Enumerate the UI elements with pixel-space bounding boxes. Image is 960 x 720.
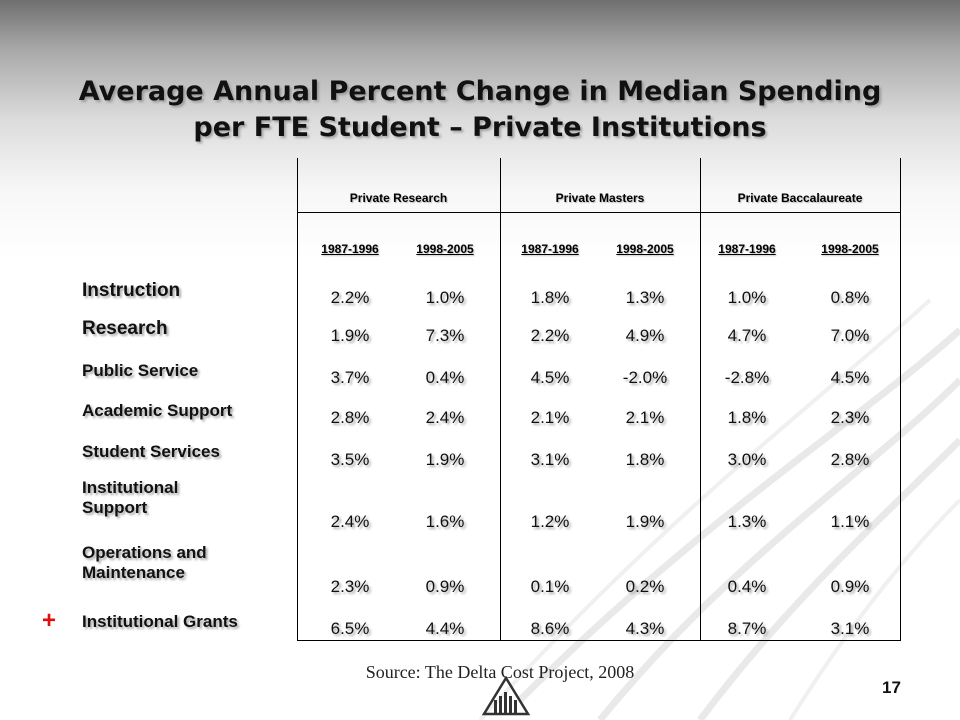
table-cell: 1.3% <box>727 512 767 531</box>
table-cell: 4.4% <box>425 619 465 638</box>
slide-title: Average Annual Percent Change in Median … <box>60 74 900 146</box>
table-cell: 7.3% <box>425 326 465 345</box>
table-cell: 1.0% <box>727 288 767 307</box>
plus-marker: + <box>42 607 57 634</box>
header-private-baccalaureate: Private Baccalaureate <box>737 191 863 205</box>
table-cell: 3.7% <box>330 368 370 387</box>
table-cell: 3.0% <box>727 450 767 469</box>
table-cell: 1.3% <box>625 288 665 307</box>
row-label-institutional-grants: Institutional Grants <box>82 612 238 631</box>
table-divider-left <box>297 158 298 640</box>
table-cell: 1.9% <box>425 450 465 469</box>
table-cell: -2.8% <box>724 368 770 387</box>
row-label-operations-maintenance: Operations and Maintenance <box>82 543 207 582</box>
table-cell: 2.2% <box>530 326 570 345</box>
table-cell: 4.3% <box>625 619 665 638</box>
table-cell: 1.8% <box>625 450 665 469</box>
table-cell: 2.4% <box>330 512 370 531</box>
table-cell: -2.0% <box>622 368 668 387</box>
header-year: 1998-2005 <box>616 242 674 256</box>
table-cell: 4.5% <box>530 368 570 387</box>
row-label-institutional-support: Institutional Support <box>82 478 179 517</box>
header-year: 1987-1996 <box>521 242 579 256</box>
table-divider-masters-bacc <box>700 158 701 640</box>
table-cell: 1.2% <box>530 512 570 531</box>
table-bottom-rule <box>297 640 901 641</box>
table-cell: 2.3% <box>830 408 870 427</box>
table-cell: 3.1% <box>530 450 570 469</box>
title-line-1: Average Annual Percent Change in Median … <box>78 76 882 107</box>
table-cell: 6.5% <box>330 619 370 638</box>
header-year: 1998-2005 <box>416 242 474 256</box>
table-cell: 2.3% <box>330 577 370 596</box>
row-label-student-services: Student Services <box>82 442 220 461</box>
table-cell: 0.9% <box>425 577 465 596</box>
source-note: Source: The Delta Cost Project, 2008 <box>365 662 635 682</box>
header-year: 1998-2005 <box>821 242 879 256</box>
row-label-research: Research <box>82 318 168 339</box>
table-cell: 0.9% <box>830 577 870 596</box>
table-cell: 8.6% <box>530 619 570 638</box>
table-cell: 2.1% <box>625 408 665 427</box>
table-cell: 1.9% <box>625 512 665 531</box>
table-cell: 1.9% <box>330 326 370 345</box>
table-cell: 0.8% <box>830 288 870 307</box>
header-private-research: Private Research <box>349 191 448 205</box>
title-line-2: per FTE Student – Private Institutions <box>193 112 767 143</box>
table-cell: 7.0% <box>830 326 870 345</box>
table-cell: 2.8% <box>830 450 870 469</box>
table-cell: 3.5% <box>330 450 370 469</box>
table-cell: 8.7% <box>727 619 767 638</box>
table-cell: 0.4% <box>425 368 465 387</box>
table-divider-research-masters <box>500 158 501 640</box>
table-cell: 2.2% <box>330 288 370 307</box>
row-label-instruction: Instruction <box>82 280 181 301</box>
table-cell: 0.4% <box>727 577 767 596</box>
header-year: 1987-1996 <box>321 242 379 256</box>
table-cell: 0.1% <box>530 577 570 596</box>
row-label-public-service: Public Service <box>82 361 199 380</box>
delta-logo-icon <box>482 676 530 716</box>
table-header-rule <box>297 212 901 213</box>
table-cell: 4.9% <box>625 326 665 345</box>
table-cell: 1.1% <box>830 512 870 531</box>
header-private-masters: Private Masters <box>555 191 645 205</box>
table-cell: 1.8% <box>530 288 570 307</box>
table-divider-right <box>900 158 901 640</box>
header-year: 1987-1996 <box>718 242 776 256</box>
table-cell: 1.6% <box>425 512 465 531</box>
table-cell: 1.8% <box>727 408 767 427</box>
table-cell: 2.1% <box>530 408 570 427</box>
table-cell: 1.0% <box>425 288 465 307</box>
table-cell: 2.4% <box>425 408 465 427</box>
table-cell: 2.8% <box>330 408 370 427</box>
table-cell: 0.2% <box>625 577 665 596</box>
page-number: 17 <box>882 678 901 697</box>
table-cell: 3.1% <box>830 619 870 638</box>
row-label-academic-support: Academic Support <box>82 401 233 420</box>
table-cell: 4.7% <box>727 326 767 345</box>
table-cell: 4.5% <box>830 368 870 387</box>
